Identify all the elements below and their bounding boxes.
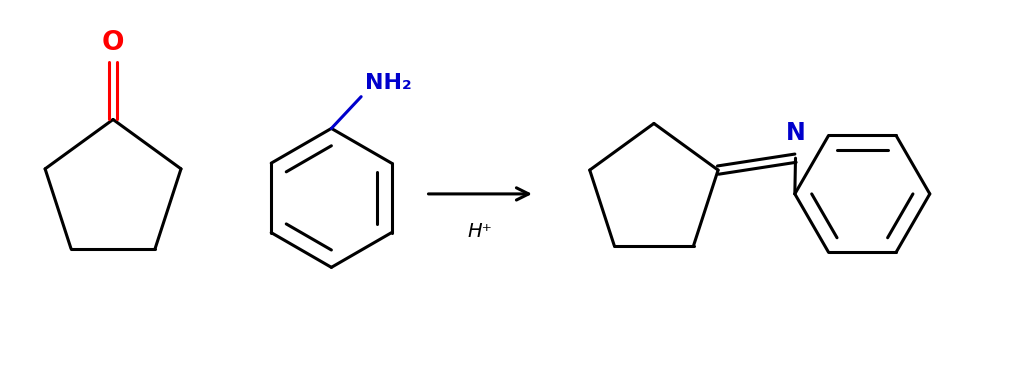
Text: H⁺: H⁺ [468, 222, 493, 241]
Text: N: N [785, 121, 806, 145]
Text: NH₂: NH₂ [366, 73, 412, 93]
Text: O: O [101, 30, 124, 56]
